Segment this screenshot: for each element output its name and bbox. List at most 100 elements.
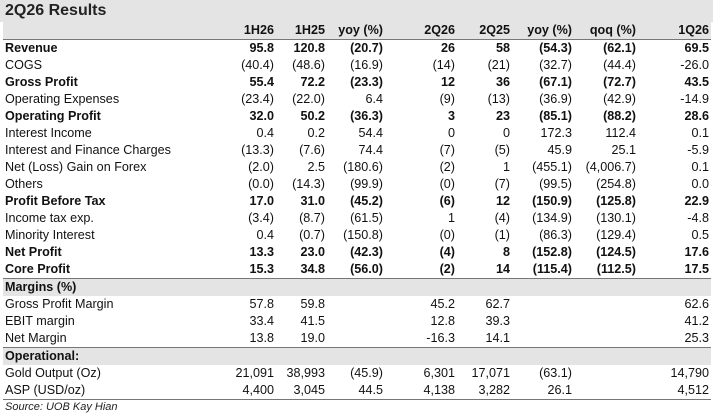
table-row-gross-profit: Gross Profit 55.4 72.2 (23.3) 12 36 (67.1) (72.…: [3, 74, 711, 91]
section-heading-filler: [385, 278, 457, 296]
header-qoq: qoq (%): [574, 22, 638, 40]
cell-yoy-half: (99.9): [350, 177, 383, 191]
cell-2q25: 58: [495, 41, 510, 55]
cell-yoy-quarter: (150.9): [532, 194, 572, 208]
cell-yoy-half: (23.3): [350, 75, 383, 89]
header-row: 1H26 1H25 yoy (%) 2Q26 2Q25 yoy (%) qoq …: [3, 22, 711, 40]
cell-1h25: (7.6): [299, 143, 325, 157]
cell-qoq: 112.4: [605, 126, 636, 140]
header-label: [3, 22, 199, 40]
cell-1h25: 120.8: [293, 41, 325, 55]
cell-2q26: (14): [432, 58, 455, 72]
section-heading-filler: [327, 347, 385, 365]
row-label: Interest and Finance Charges: [5, 143, 171, 157]
row-label: COGS: [5, 58, 43, 72]
cell-1h25: (8.7): [299, 211, 325, 225]
cell-1h26: (0.0): [248, 177, 274, 191]
cell-1q26: 0.1: [691, 160, 709, 174]
cell-qoq: (112.5): [596, 262, 636, 276]
cell-2q26: (9): [439, 92, 455, 106]
row-label: Net (Loss) Gain on Forex: [5, 160, 147, 174]
cell-2q26: 12.8: [430, 314, 455, 328]
cell-1h26: 17.0: [249, 194, 274, 208]
cell-1q26: 17.5: [684, 262, 709, 276]
table-row-core-profit: Core Profit 15.3 34.8 (56.0) (2) 14 (115.4) (11…: [3, 261, 711, 279]
cell-yoy-quarter: (152.8): [532, 245, 572, 259]
row-label: Income tax exp.: [5, 211, 94, 225]
section-heading-filler: [276, 278, 327, 296]
header-2q26: 2Q26: [385, 22, 457, 40]
section-heading-row: Margins (%): [3, 278, 711, 296]
cell-1h26: 0.4: [256, 228, 274, 242]
row-label: Net Profit: [5, 245, 62, 259]
cell-1h25: (0.7): [299, 228, 325, 242]
table-row-gold-output-oz: Gold Output (Oz) 21,091 38,993 (45.9) 6,301 1…: [3, 365, 711, 382]
section-heading-filler: [457, 278, 512, 296]
cell-yoy-half: (16.9): [350, 58, 383, 72]
cell-1h26: (23.4): [241, 92, 274, 106]
cell-yoy-quarter: 172.3: [540, 126, 572, 140]
cell-qoq: (124.5): [596, 245, 636, 259]
cell-yoy-half: (36.3): [350, 109, 383, 123]
cell-2q25: 3,282: [457, 382, 512, 400]
cell-yoy-half: (180.6): [343, 160, 383, 174]
section-heading-filler: [199, 347, 276, 365]
section-heading: Margins (%): [3, 278, 199, 296]
cell-qoq: (44.4): [603, 58, 636, 72]
table-row-gross-profit-margin: Gross Profit Margin 57.8 59.8 45.2 62.7 62.6: [3, 296, 711, 313]
cell-yoy-half: 54.4: [358, 126, 383, 140]
source-note: Source: UOB Kay Hian: [5, 401, 118, 413]
section-heading-filler: [276, 347, 327, 365]
section-heading: Operational:: [3, 347, 199, 365]
cell-yoy-half: 6.4: [365, 92, 383, 106]
row-label: Operating Expenses: [5, 92, 120, 106]
cell-yoy-half: (150.8): [343, 228, 383, 242]
cell-2q25: (21): [487, 58, 510, 72]
cell-qoq: (72.7): [603, 75, 636, 89]
section-heading-filler: [385, 347, 457, 365]
cell-1h25: 2.5: [307, 160, 325, 174]
table-row-profit-before-tax: Profit Before Tax 17.0 31.0 (45.2) (6) 12 (150…: [3, 193, 711, 210]
cell-yoy-half: (45.9): [350, 366, 383, 380]
row-label: Gross Profit Margin: [5, 297, 114, 311]
cell-1q26: 4,512: [638, 382, 711, 400]
cell-1q26: 25.3: [684, 331, 709, 345]
results-table: 1H26 1H25 yoy (%) 2Q26 2Q25 yoy (%) qoq …: [3, 22, 711, 400]
cell-1h26: 4,400: [199, 382, 276, 400]
cell-qoq: (254.8): [596, 177, 636, 191]
cell-1h26: 21,091: [235, 366, 274, 380]
cell-2q26: 26: [440, 41, 455, 55]
table-row-net-loss-gain-on-forex: Net (Loss) Gain on Forex (2.0) 2.5 (180.6) (…: [3, 159, 711, 176]
table-row-minority-interest: Minority Interest 0.4 (0.7) (150.8) (0) (1) (8…: [3, 227, 711, 244]
row-label: Interest Income: [5, 126, 92, 140]
cell-yoy-half: 44.5: [327, 382, 385, 400]
cell-yoy-half: [327, 330, 385, 348]
table-row-operating-expenses: Operating Expenses (23.4) (22.0) 6.4 (9) (13)…: [3, 91, 711, 108]
cell-yoy-quarter: (134.9): [532, 211, 572, 225]
cell-1h25: 19.0: [300, 331, 325, 345]
cell-2q26: 0: [447, 126, 455, 140]
cell-1h26: 55.4: [249, 75, 274, 89]
table-row-others: Others (0.0) (14.3) (99.9) (0) (7) (99.5) (254.…: [3, 176, 711, 193]
cell-1h26: 15.3: [249, 262, 274, 276]
row-label: ASP (USD/oz): [3, 382, 199, 400]
cell-qoq: (42.9): [603, 92, 636, 106]
cell-qoq: [574, 365, 638, 382]
cell-yoy-quarter: [512, 330, 574, 348]
table-body: Revenue 95.8 120.8 (20.7) 26 58 (54.3) (62.1) 69…: [3, 40, 711, 400]
cell-yoy-quarter: (455.1): [532, 160, 572, 174]
section-heading-row: Operational:: [3, 347, 711, 365]
cell-1q26: 17.6: [684, 245, 709, 259]
cell-1h25: 41.5: [300, 314, 325, 328]
cell-1h25: 34.8: [300, 262, 325, 276]
cell-1q26: 28.6: [684, 109, 709, 123]
section-heading-filler: [457, 347, 512, 365]
cell-1h25: 59.8: [300, 297, 325, 311]
cell-yoy-quarter: (99.5): [539, 177, 572, 191]
row-label: Minority Interest: [5, 228, 95, 242]
cell-qoq: (129.4): [596, 228, 636, 242]
cell-1q26: 14,790: [670, 366, 709, 380]
cell-yoy-quarter: (67.1): [539, 75, 572, 89]
cell-yoy-quarter: (63.1): [539, 366, 572, 380]
cell-1q26: 0.0: [691, 177, 709, 191]
